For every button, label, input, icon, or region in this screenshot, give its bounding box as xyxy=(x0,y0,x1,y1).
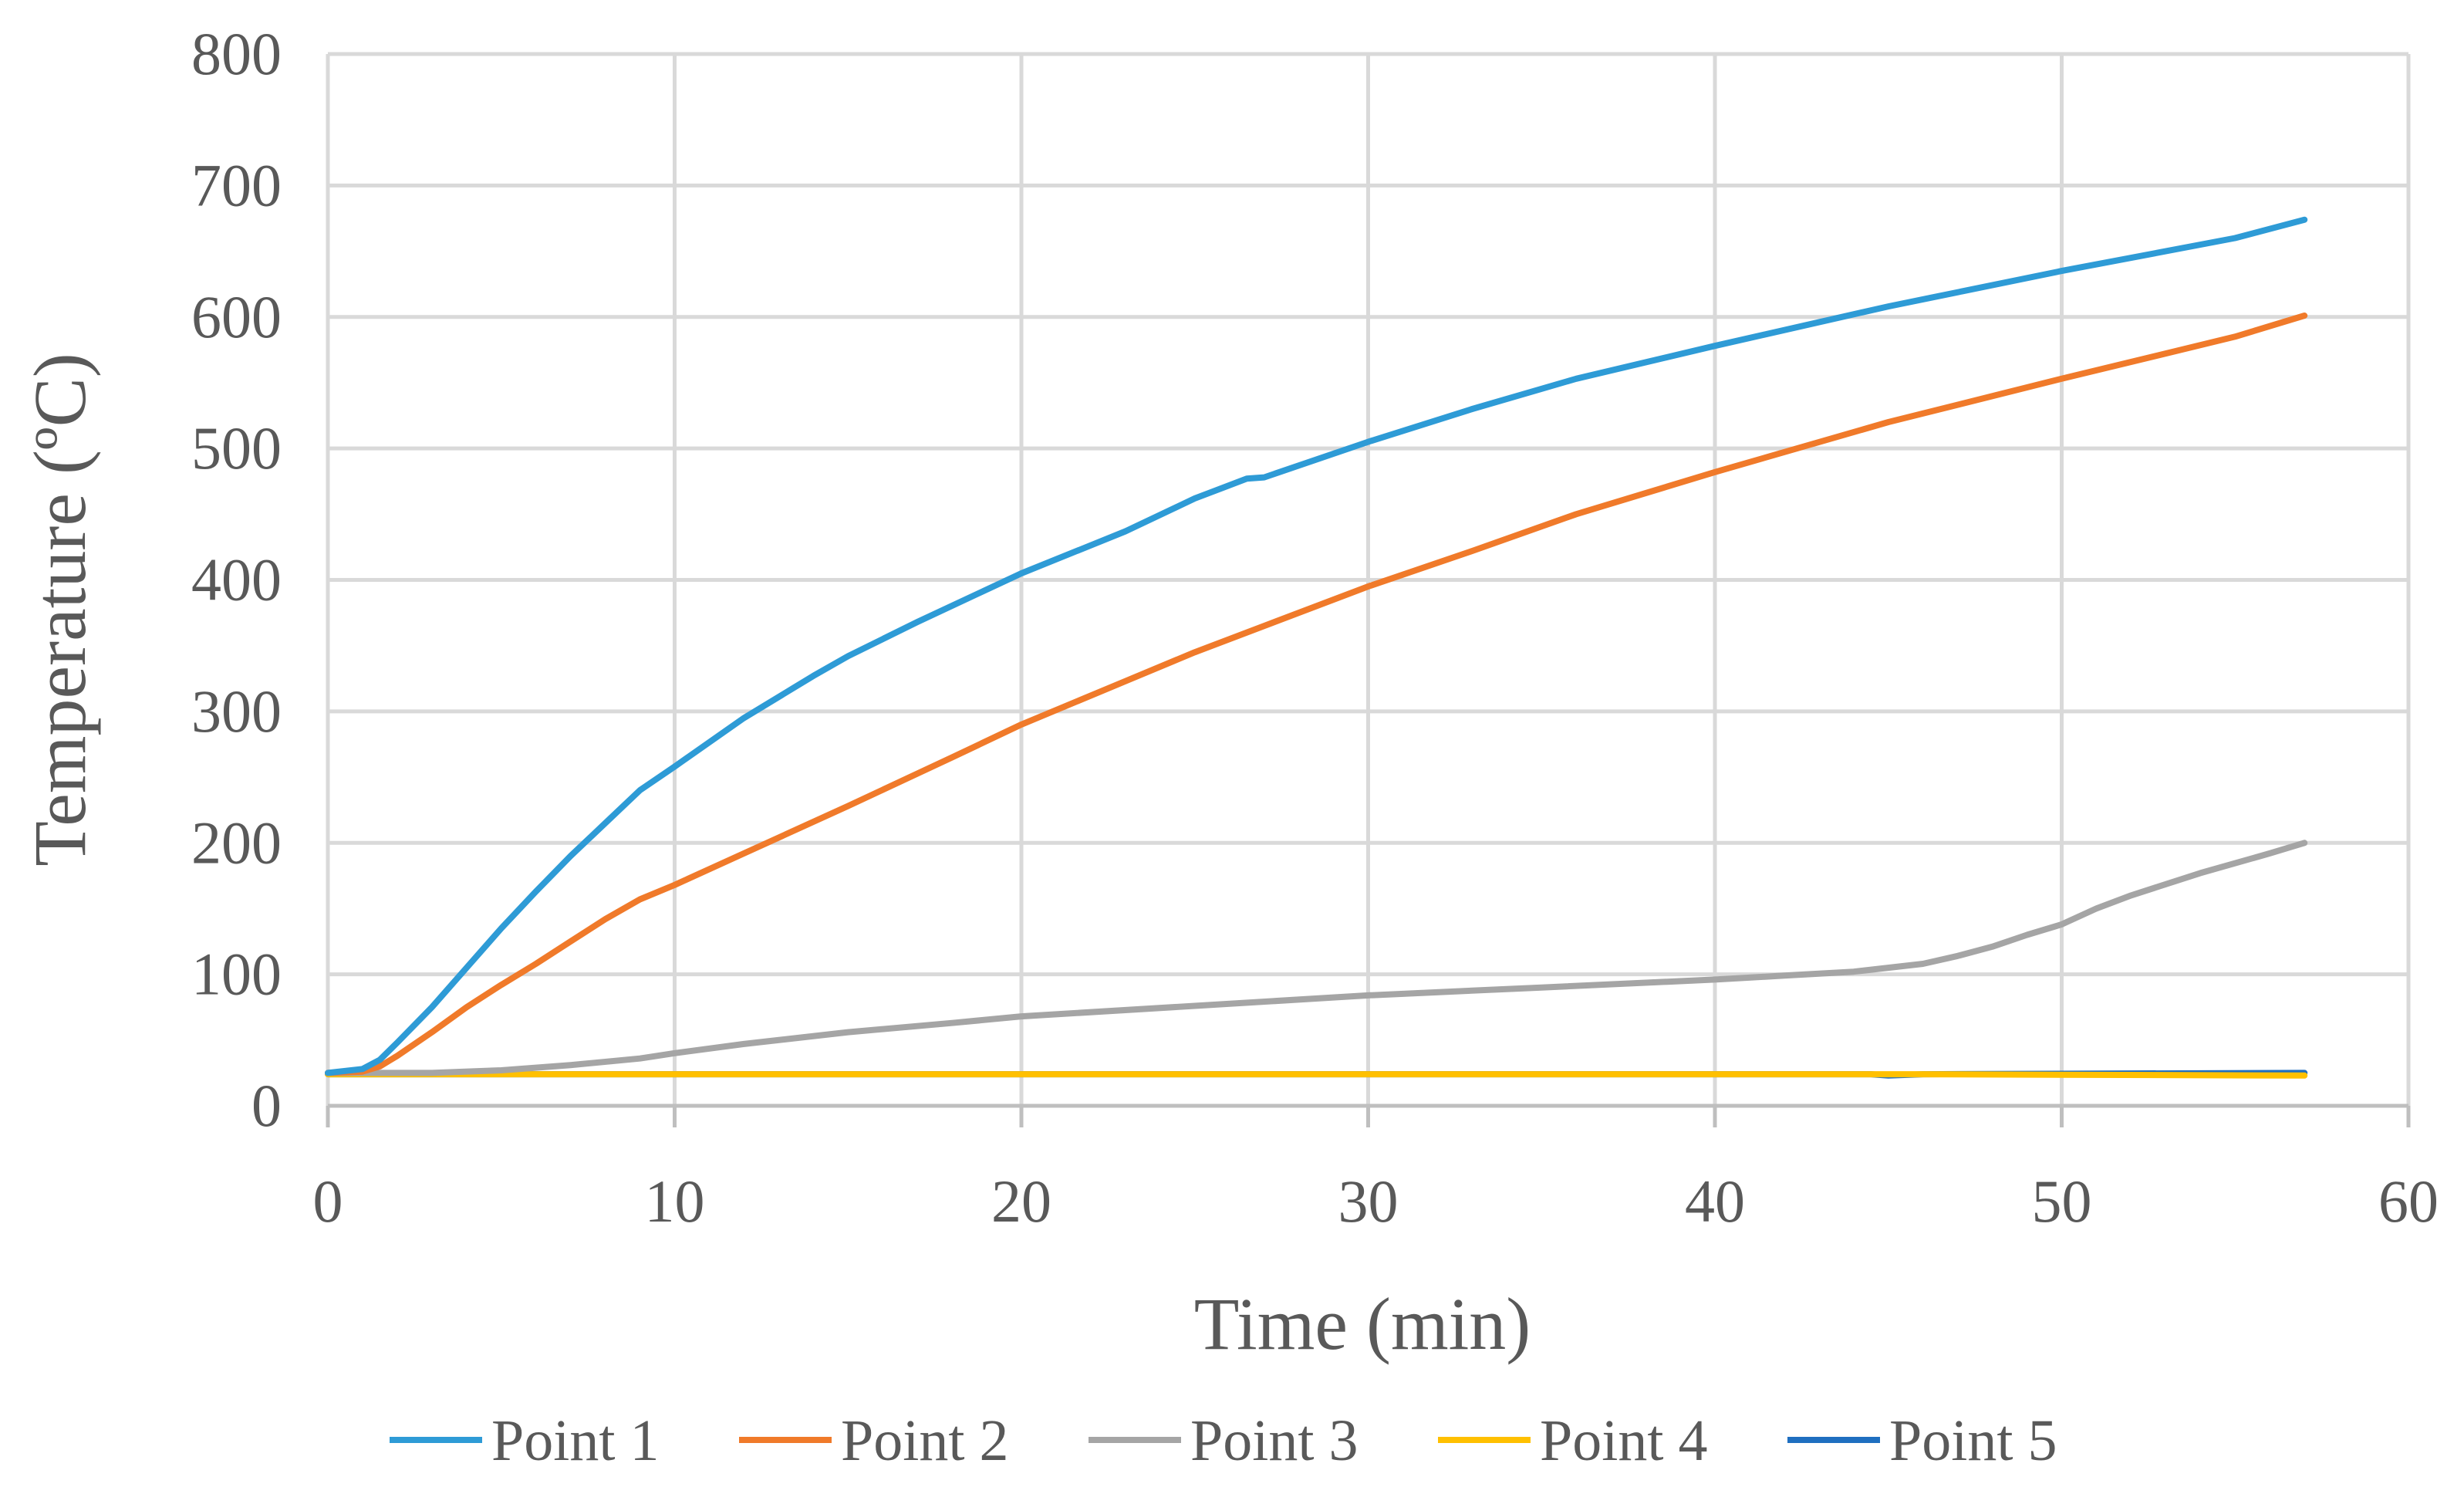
y-tick-label: 300 xyxy=(191,678,282,745)
x-axis-title: Time (min) xyxy=(1194,1283,1531,1365)
legend-item: Point 1 xyxy=(390,1408,660,1473)
legend-item: Point 5 xyxy=(1787,1408,2057,1473)
y-tick-label: 800 xyxy=(191,20,282,87)
legend-item: Point 4 xyxy=(1438,1408,1708,1473)
y-tick-label: 400 xyxy=(191,546,282,613)
x-tick-label: 50 xyxy=(2032,1168,2092,1235)
y-tick-label: 600 xyxy=(191,283,282,350)
legend: Point 1 Point 2 Point 3 Point 4 Point 5 xyxy=(390,1408,2057,1473)
y-tick-label: 500 xyxy=(191,414,282,482)
series-line-point-2 xyxy=(325,313,2308,1076)
y-tick-label: 100 xyxy=(191,941,282,1008)
series-lines xyxy=(325,216,2308,1079)
legend-label: Point 5 xyxy=(1889,1408,2057,1473)
legend-label: Point 2 xyxy=(841,1408,1009,1473)
x-tick-label: 60 xyxy=(2378,1168,2439,1235)
x-tick-label: 30 xyxy=(1338,1168,1399,1235)
x-tick-label: 40 xyxy=(1685,1168,1745,1235)
x-tick-label: 0 xyxy=(313,1168,343,1235)
y-axis-title: Temperature (ºC) xyxy=(19,353,101,866)
series-line-point-4 xyxy=(325,1071,2308,1079)
legend-item: Point 3 xyxy=(1089,1408,1359,1473)
y-tick-label: 700 xyxy=(191,151,282,218)
tick-labels: 0 100 200 300 400 500 600 700 800 0 10 20 30 40 50 60 xyxy=(191,20,2439,1235)
y-tick-label: 200 xyxy=(191,809,282,876)
series-line-point-3 xyxy=(325,840,2308,1076)
x-tick-label: 20 xyxy=(991,1168,1051,1235)
gridlines xyxy=(326,52,2411,1106)
legend-label: Point 3 xyxy=(1190,1408,1359,1473)
legend-label: Point 1 xyxy=(491,1408,660,1473)
legend-label: Point 4 xyxy=(1540,1408,1708,1473)
y-tick-label: 0 xyxy=(251,1072,282,1139)
axes xyxy=(326,1103,2411,1127)
series-line-point-1 xyxy=(325,216,2308,1076)
legend-item: Point 2 xyxy=(739,1408,1009,1473)
x-tick-label: 10 xyxy=(645,1168,705,1235)
